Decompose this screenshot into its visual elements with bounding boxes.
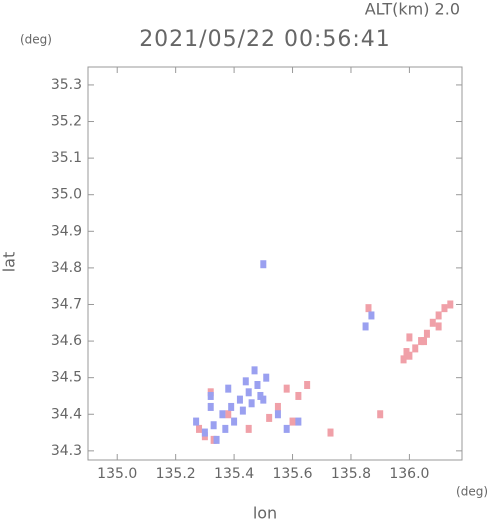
echo xyxy=(207,391,214,400)
chart-title: 2021/05/22 00:56:41 xyxy=(139,27,391,52)
echo xyxy=(400,355,407,364)
echo xyxy=(193,417,200,426)
y-unit: (deg) xyxy=(20,33,52,47)
echo xyxy=(210,421,217,430)
echo xyxy=(245,388,252,397)
x-tick-label: 135.2 xyxy=(156,466,196,482)
echo xyxy=(447,300,454,309)
echo xyxy=(260,260,267,269)
echo xyxy=(435,311,442,320)
echo xyxy=(283,384,290,393)
y-tick-label: 34.8 xyxy=(51,260,82,276)
plot-frame xyxy=(87,66,463,461)
y-tick-label: 34.6 xyxy=(51,333,82,349)
echo xyxy=(213,435,220,444)
x-tick-label: 135.6 xyxy=(272,466,312,482)
echo xyxy=(228,402,235,411)
echo xyxy=(368,311,375,320)
echo xyxy=(254,380,261,389)
x-tick-label: 135.4 xyxy=(214,466,254,482)
echo xyxy=(327,428,334,437)
y-axis-label: lat xyxy=(0,252,19,273)
echo xyxy=(412,344,419,353)
echo xyxy=(289,417,296,426)
y-tick-label: 35.2 xyxy=(51,114,82,130)
echo xyxy=(242,377,249,386)
x-axis-label: lon xyxy=(253,504,277,522)
echo xyxy=(304,380,311,389)
echo xyxy=(231,417,238,426)
echo xyxy=(266,413,273,422)
echo xyxy=(441,304,448,313)
echo xyxy=(274,402,281,411)
echo xyxy=(222,424,229,433)
echo xyxy=(207,402,214,411)
x-tick-label: 136.0 xyxy=(389,466,429,482)
y-tick-label: 34.5 xyxy=(51,370,82,386)
echo xyxy=(403,348,410,357)
altitude: ALT(km) 2.0 xyxy=(365,0,460,19)
echo xyxy=(260,395,267,404)
echo xyxy=(295,391,302,400)
x-tick-label: 135.0 xyxy=(97,466,137,482)
echo xyxy=(196,424,203,433)
y-tick-label: 35.1 xyxy=(51,150,82,166)
echo xyxy=(263,373,270,382)
echo xyxy=(236,395,243,404)
echo xyxy=(406,333,413,342)
echo xyxy=(225,410,232,419)
y-tick-label: 35.3 xyxy=(51,77,82,93)
y-tick-label: 34.7 xyxy=(51,296,82,312)
echo xyxy=(248,399,255,408)
echo xyxy=(239,406,246,415)
echo xyxy=(429,318,436,327)
echo xyxy=(365,304,372,313)
y-tick-label: 34.9 xyxy=(51,223,82,239)
y-tick-label: 35.0 xyxy=(51,187,82,203)
echo xyxy=(201,428,208,437)
echo xyxy=(423,329,430,338)
echo xyxy=(362,322,369,331)
y-tick-label: 34.3 xyxy=(51,443,82,459)
x-tick-label: 135.8 xyxy=(331,466,371,482)
y-tick-label: 34.4 xyxy=(51,406,82,422)
echo xyxy=(421,337,428,346)
echo xyxy=(295,417,302,426)
echo xyxy=(283,424,290,433)
x-unit: (deg) xyxy=(456,485,488,499)
echo xyxy=(377,410,384,419)
echo xyxy=(245,424,252,433)
echo xyxy=(274,410,281,419)
echo xyxy=(219,410,226,419)
echo xyxy=(435,322,442,331)
echo xyxy=(251,366,258,375)
echo xyxy=(225,384,232,393)
